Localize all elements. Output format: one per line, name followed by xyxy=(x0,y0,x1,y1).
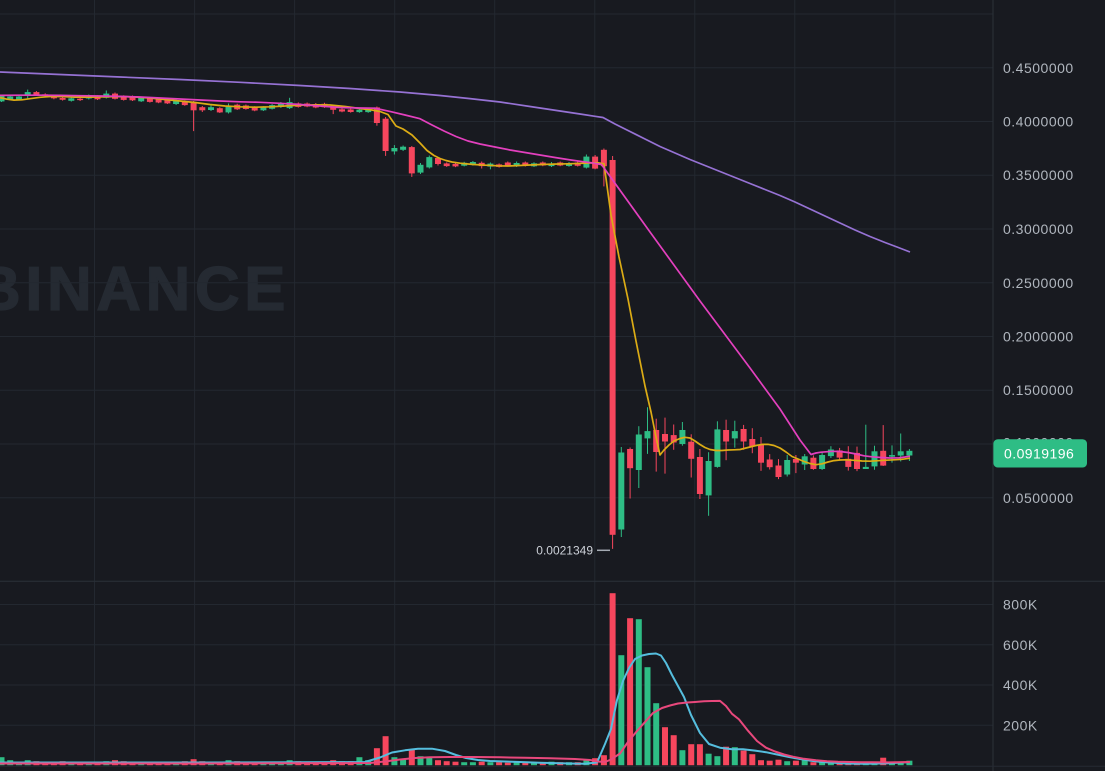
svg-text:0.0021349: 0.0021349 xyxy=(536,544,593,558)
svg-text:400K: 400K xyxy=(1003,677,1038,693)
svg-text:BINANCE: BINANCE xyxy=(0,255,290,324)
svg-text:800K: 800K xyxy=(1003,597,1038,613)
svg-text:0.3000000: 0.3000000 xyxy=(1003,221,1074,237)
svg-text:0.4500000: 0.4500000 xyxy=(1003,60,1074,76)
svg-text:0.2500000: 0.2500000 xyxy=(1003,275,1074,291)
svg-text:0.3500000: 0.3500000 xyxy=(1003,167,1074,183)
svg-text:0.2000000: 0.2000000 xyxy=(1003,329,1074,345)
svg-text:0.0919196: 0.0919196 xyxy=(1004,445,1074,461)
svg-text:600K: 600K xyxy=(1003,637,1038,653)
svg-text:0.1500000: 0.1500000 xyxy=(1003,382,1074,398)
svg-text:200K: 200K xyxy=(1003,717,1038,733)
svg-text:0.0500000: 0.0500000 xyxy=(1003,490,1074,506)
svg-text:0.4000000: 0.4000000 xyxy=(1003,114,1074,130)
